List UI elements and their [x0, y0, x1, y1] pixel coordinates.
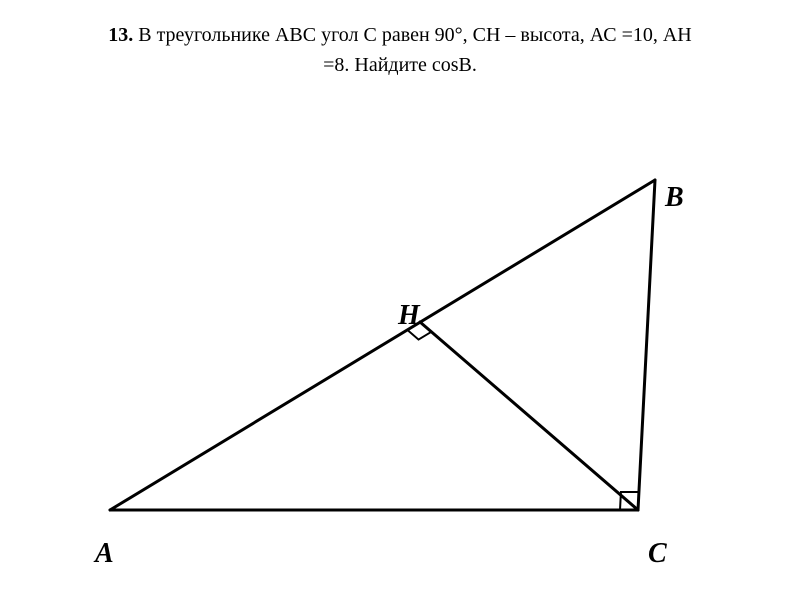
triangle-diagram: A B C H — [100, 140, 700, 560]
triangle-svg — [100, 140, 700, 560]
label-C: C — [648, 538, 667, 570]
problem-number: 13. — [108, 24, 133, 46]
label-B: B — [665, 182, 684, 214]
label-A: A — [95, 538, 114, 570]
problem-text-line1: В треугольнике АВС угол С равен 90°, СН … — [133, 24, 692, 46]
problem-text-line2: =8. Найдите cosB. — [323, 54, 477, 76]
problem-statement: 13. В треугольнике АВС угол С равен 90°,… — [0, 0, 800, 90]
label-H: H — [398, 300, 420, 332]
